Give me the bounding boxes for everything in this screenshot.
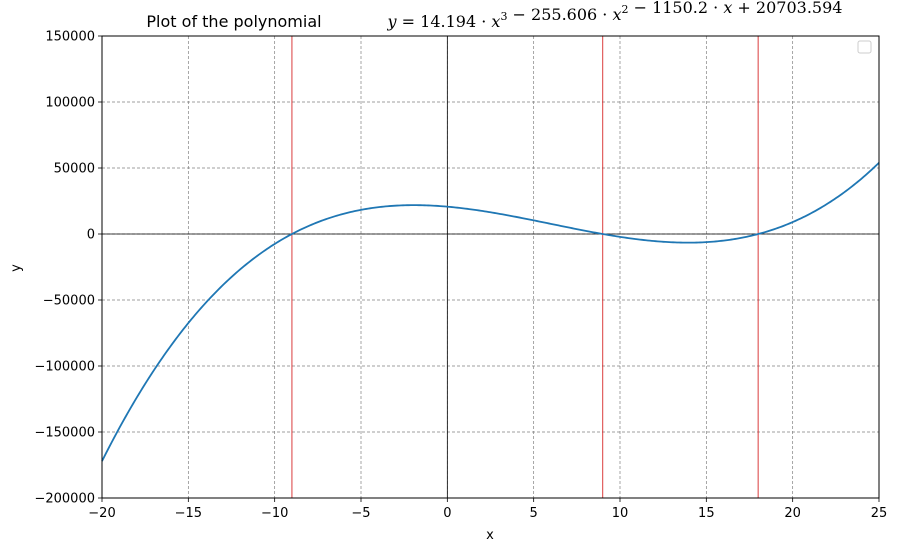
polynomial-curve <box>101 162 880 462</box>
x-tick-label-6: 10 <box>612 506 629 521</box>
root-lines <box>291 36 759 498</box>
equation-coef-1: 255.606 · <box>531 5 612 24</box>
x-tick-label-1: −15 <box>175 506 202 521</box>
x-axis-ticks: −20 −15 −10 −5 0 5 10 15 20 25 <box>88 498 887 521</box>
chart-title: Plot of the polynomial <box>146 12 321 31</box>
equation-exp-0: 3 <box>500 10 507 23</box>
equation-op-1: − <box>628 0 652 17</box>
x-tick-label-2: −10 <box>261 506 288 521</box>
x-tick-label-5: 5 <box>530 506 538 521</box>
equation-var-0: x <box>491 12 500 31</box>
y-tick-label-6: 100000 <box>45 96 95 111</box>
equation-var-1: x <box>612 5 621 24</box>
legend <box>857 40 872 54</box>
y-tick-label-4: 0 <box>87 228 95 243</box>
x-tick-label-8: 20 <box>784 506 801 521</box>
y-tick-label-5: 50000 <box>54 162 95 177</box>
y-tick-label-0: −200000 <box>34 492 95 507</box>
equation-coef-3: 20703.594 <box>756 0 843 17</box>
y-tick-label-2: −100000 <box>34 360 95 375</box>
equation-lhs: y = <box>387 12 421 31</box>
equation-var-2: x <box>723 0 732 17</box>
x-tick-label-0: −20 <box>88 506 115 521</box>
y-axis-label: y <box>9 264 24 272</box>
x-tick-label-7: 15 <box>698 506 715 521</box>
equation-op-0: − <box>507 5 531 24</box>
plot-frame <box>101 35 880 499</box>
y-tick-label-3: −50000 <box>43 294 95 309</box>
x-tick-label-3: −5 <box>351 506 370 521</box>
equation-exp-1: 2 <box>621 3 628 16</box>
equation-coef-0: 14.194 · <box>420 12 491 31</box>
y-tick-label-1: −150000 <box>34 426 95 441</box>
equation-coef-2: 1150.2 · <box>652 0 723 17</box>
x-tick-label-9: 25 <box>871 506 888 521</box>
y-axis-ticks: −200000 −150000 −100000 −50000 0 50000 100000 1… <box>34 30 102 507</box>
legend-box <box>857 40 872 54</box>
zero-axes <box>102 36 879 498</box>
chart-equation: y = 14.194 · x3 − 255.606 · x2 − 1150.2 … <box>387 0 843 31</box>
x-tick-label-4: 0 <box>443 506 451 521</box>
x-axis-label: x <box>486 528 494 543</box>
polynomial-series <box>101 162 880 462</box>
y-tick-label-7: 150000 <box>45 30 95 45</box>
grid <box>102 36 879 498</box>
equation-op-2: + <box>732 0 756 17</box>
